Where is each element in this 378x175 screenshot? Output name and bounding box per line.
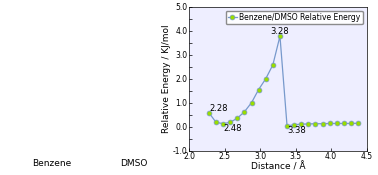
- Benzene/DMSO Relative Energy: [228, 121, 232, 123]
- Text: Benzene: Benzene: [32, 159, 71, 168]
- Benzene/DMSO Relative Energy: [356, 122, 360, 124]
- Benzene/DMSO Relative Energy: [242, 111, 247, 113]
- Benzene/DMSO Relative Energy: [214, 121, 218, 123]
- Text: 3.28: 3.28: [271, 27, 289, 36]
- Benzene/DMSO Relative Energy: [292, 124, 296, 126]
- Benzene/DMSO Relative Energy: [285, 125, 289, 127]
- Benzene/DMSO Relative Energy: [278, 35, 282, 37]
- Benzene/DMSO Relative Energy: [327, 122, 332, 125]
- Benzene/DMSO Relative Energy: [249, 102, 254, 104]
- Benzene/DMSO Relative Energy: [256, 88, 261, 91]
- Text: 2.48: 2.48: [223, 124, 242, 133]
- Y-axis label: Relative Energy / KJ/mol: Relative Energy / KJ/mol: [163, 25, 172, 133]
- Benzene/DMSO Relative Energy: [342, 122, 346, 125]
- Legend: Benzene/DMSO Relative Energy: Benzene/DMSO Relative Energy: [226, 11, 363, 24]
- Benzene/DMSO Relative Energy: [221, 123, 225, 125]
- Line: Benzene/DMSO Relative Energy: Benzene/DMSO Relative Energy: [206, 34, 361, 128]
- Benzene/DMSO Relative Energy: [235, 117, 240, 119]
- Text: 2.28: 2.28: [209, 104, 228, 113]
- Benzene/DMSO Relative Energy: [263, 78, 268, 80]
- Benzene/DMSO Relative Energy: [335, 122, 339, 125]
- Benzene/DMSO Relative Energy: [313, 123, 318, 125]
- Benzene/DMSO Relative Energy: [320, 123, 325, 125]
- Benzene/DMSO Relative Energy: [271, 64, 275, 66]
- Benzene/DMSO Relative Energy: [306, 123, 311, 125]
- Text: DMSO: DMSO: [120, 159, 147, 168]
- Benzene/DMSO Relative Energy: [207, 112, 211, 114]
- X-axis label: Distance / Å: Distance / Å: [251, 162, 305, 172]
- Benzene/DMSO Relative Energy: [349, 122, 353, 125]
- Text: 3.38: 3.38: [287, 126, 306, 135]
- Benzene/DMSO Relative Energy: [299, 123, 304, 125]
